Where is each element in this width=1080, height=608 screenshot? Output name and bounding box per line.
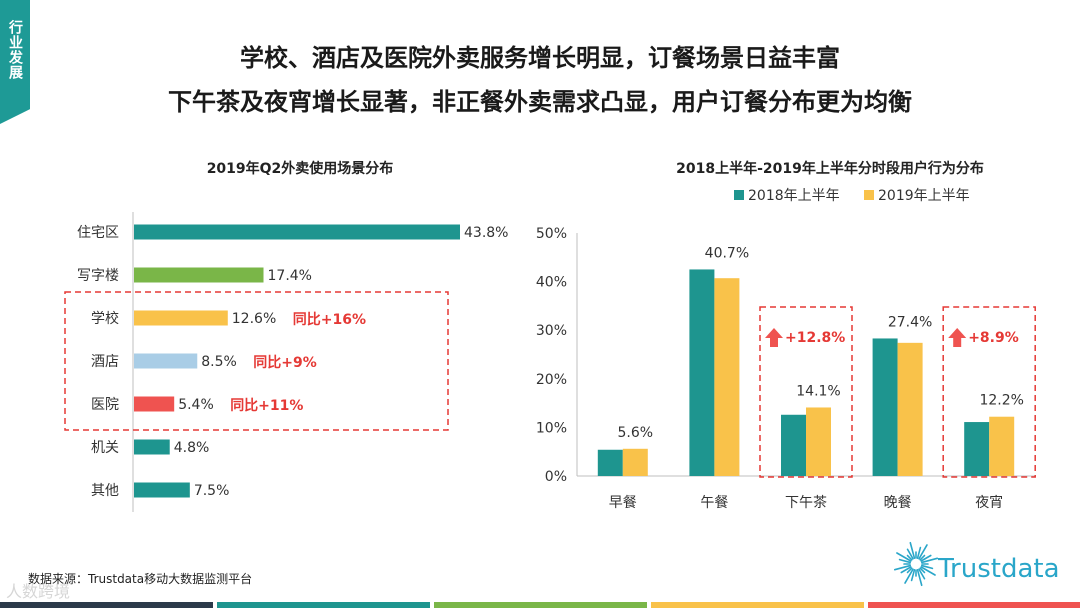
sunburst-ray xyxy=(918,568,926,580)
right-bar xyxy=(622,448,648,476)
right-bar xyxy=(781,414,806,476)
sunburst-ray xyxy=(909,541,916,560)
sunburst-ray xyxy=(920,566,936,576)
logo-text: Trustdata xyxy=(938,554,1060,584)
data-source: 数据来源：Trustdata移动大数据监测平台 xyxy=(28,572,253,586)
sunburst-ray xyxy=(910,568,916,582)
sunburst-ray xyxy=(896,552,912,562)
left-bar xyxy=(134,310,228,326)
sunburst-ray xyxy=(906,567,913,574)
left-category-label: 学校 xyxy=(91,310,119,327)
left-bar xyxy=(134,396,175,412)
right-bar xyxy=(806,407,831,476)
sunburst-ray xyxy=(919,554,926,561)
footer-bar-3 xyxy=(434,602,647,608)
left-value-label: 7.5% xyxy=(194,483,230,499)
right-bar xyxy=(989,416,1015,476)
highlight-box xyxy=(64,291,449,431)
right-bar xyxy=(897,342,923,476)
x-category-label: 早餐 xyxy=(609,495,637,511)
right-bar xyxy=(964,422,990,476)
legend-label: 2019年上半年 xyxy=(878,188,970,204)
up-arrow-icon xyxy=(765,328,783,347)
sunburst-ray xyxy=(916,568,923,587)
x-category-label: 下午茶 xyxy=(785,495,827,511)
sunburst-ray xyxy=(893,564,912,571)
left-bar xyxy=(134,439,170,455)
left-category-label: 写字楼 xyxy=(77,268,119,284)
sunburst-ray xyxy=(900,566,912,574)
right-bar xyxy=(714,278,740,476)
right-bar xyxy=(597,449,623,476)
left-category-label: 酒店 xyxy=(91,354,119,370)
footer-bar-2 xyxy=(217,602,430,608)
left-category-label: 住宅区 xyxy=(77,225,119,241)
footer-bar-1 xyxy=(0,602,213,608)
right-value-label: 12.2% xyxy=(979,393,1023,409)
y-tick-label: 0% xyxy=(545,469,567,485)
headline-line-1: 学校、酒店及医院外卖服务增长明显，订餐场景日益丰富 xyxy=(240,44,840,72)
y-tick-label: 20% xyxy=(536,372,567,388)
legend-swatch xyxy=(864,190,874,200)
growth-label: +12.8% xyxy=(785,330,845,346)
sunburst-ray xyxy=(920,564,934,570)
right-bar xyxy=(689,269,715,476)
left-value-label: 5.4% xyxy=(178,397,214,413)
up-arrow-icon xyxy=(948,328,967,347)
section-tag: 行业发展 xyxy=(0,0,30,124)
x-category-label: 午餐 xyxy=(700,495,728,511)
y-tick-label: 30% xyxy=(536,323,567,339)
sunburst-ray xyxy=(906,554,913,561)
right-value-label: 14.1% xyxy=(796,383,840,399)
right-chart-title: 2018上半年-2019年上半年分时段用户行为分布 xyxy=(676,161,984,177)
sunburst-ray xyxy=(918,544,928,560)
watermark: 人数跨境 xyxy=(6,582,71,601)
left-bar xyxy=(134,267,264,283)
highlight-box xyxy=(759,306,853,478)
y-tick-label: 10% xyxy=(536,420,567,436)
sunburst-ray xyxy=(906,548,914,560)
left-value-label: 43.8% xyxy=(464,225,508,241)
x-category-label: 夜宵 xyxy=(975,494,1003,511)
left-category-label: 机关 xyxy=(91,440,119,456)
left-bar xyxy=(134,224,460,240)
sunburst-ray xyxy=(916,546,922,560)
section-tag-label: 行业发展 xyxy=(7,20,23,80)
sunburst-ray xyxy=(898,558,912,564)
yoy-growth-label: 同比+9% xyxy=(253,354,316,371)
left-value-label: 12.6% xyxy=(232,311,276,327)
sunburst-ray xyxy=(904,568,914,584)
legend-label: 2018年上半年 xyxy=(748,188,840,204)
right-bar xyxy=(872,338,898,476)
legend-swatch xyxy=(734,190,744,200)
right-value-label: 27.4% xyxy=(888,314,932,330)
left-value-label: 8.5% xyxy=(201,354,237,370)
left-value-label: 17.4% xyxy=(268,268,312,284)
highlight-box xyxy=(942,306,1036,478)
left-bar xyxy=(134,482,190,498)
y-tick-label: 40% xyxy=(536,275,567,291)
yoy-growth-label: 同比+11% xyxy=(230,397,303,414)
footer-bar-4 xyxy=(651,602,864,608)
left-value-label: 4.8% xyxy=(174,440,210,456)
right-value-label: 40.7% xyxy=(705,245,749,261)
y-tick-label: 50% xyxy=(536,226,567,242)
left-bar xyxy=(134,353,198,369)
x-category-label: 晚餐 xyxy=(884,495,912,511)
yoy-growth-label: 同比+16% xyxy=(293,311,366,328)
sunburst-ray xyxy=(919,567,926,574)
left-chart-title: 2019年Q2外卖使用场景分布 xyxy=(206,161,394,177)
headline-line-2: 下午茶及夜宵增长显著，非正餐外卖需求凸显，用户订餐分布更为均衡 xyxy=(168,88,912,116)
sunburst-icon xyxy=(893,541,939,587)
left-category-label: 其他 xyxy=(91,483,119,499)
trustdata-logo: Trustdata xyxy=(890,536,1070,592)
sunburst-ray xyxy=(920,554,932,562)
left-category-label: 医院 xyxy=(91,397,119,413)
sunburst-ray xyxy=(920,557,939,564)
growth-label: +8.9% xyxy=(968,330,1019,346)
right-value-label: 5.6% xyxy=(618,425,654,441)
footer-bar-5 xyxy=(868,602,1080,608)
